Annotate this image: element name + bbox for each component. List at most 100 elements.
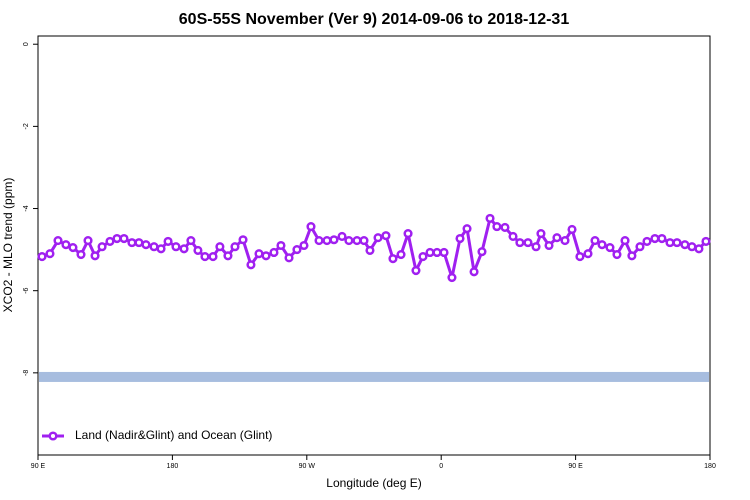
chart-title: 60S-55S November (Ver 9) 2014-09-06 to 2… — [179, 11, 570, 28]
data-point — [500, 222, 510, 232]
data-point — [455, 233, 465, 244]
data-point — [701, 236, 711, 246]
y-tick-label: 0 — [23, 42, 30, 46]
data-point — [193, 245, 203, 255]
data-point — [276, 240, 286, 251]
data-point — [238, 235, 248, 245]
data-point — [179, 244, 189, 254]
data-point — [531, 242, 541, 252]
data-point — [687, 242, 697, 252]
data-point — [163, 236, 173, 246]
data-point — [694, 244, 704, 254]
data-point — [149, 242, 159, 252]
x-axis-label: Longitude (deg E) — [326, 476, 421, 490]
data-point — [314, 236, 324, 246]
y-tick-label: -6 — [23, 287, 30, 293]
data-point — [365, 245, 375, 255]
data-point — [359, 236, 369, 246]
data-point — [284, 253, 294, 263]
data-point — [620, 236, 630, 246]
data-point — [292, 245, 302, 255]
x-tick-label: 90 E — [31, 463, 46, 470]
data-point — [90, 251, 100, 261]
data-point — [76, 249, 86, 260]
data-point — [635, 242, 645, 252]
x-tick-label: 180 — [167, 463, 179, 470]
data-point — [208, 252, 218, 262]
data-point — [299, 240, 309, 251]
data-point — [396, 249, 406, 260]
data-point — [552, 233, 562, 243]
data-point — [306, 222, 316, 232]
data-point — [523, 238, 533, 248]
data-point — [583, 249, 593, 259]
data-point — [680, 240, 690, 250]
x-tick-label: 90 W — [299, 463, 316, 470]
y-tick-label: -2 — [23, 123, 30, 129]
data-point — [344, 236, 354, 246]
data-point — [477, 247, 487, 257]
data-point — [657, 233, 667, 244]
data-point — [567, 224, 577, 235]
data-point — [575, 252, 585, 262]
data-point — [447, 272, 457, 283]
data-point — [590, 236, 600, 246]
data-point — [462, 224, 472, 234]
data-point — [105, 236, 115, 246]
x-tick-label: 180 — [704, 463, 716, 470]
y-tick-label: -4 — [23, 205, 30, 211]
data-point — [411, 266, 421, 276]
y-axis-label: XCO2 - MLO trend (ppm) — [1, 178, 15, 313]
data-point — [83, 236, 93, 246]
data-point — [650, 233, 660, 244]
data-point — [432, 247, 442, 258]
data-point — [560, 236, 570, 246]
data-point — [418, 252, 428, 262]
data-point — [200, 252, 210, 262]
data-point — [373, 233, 383, 243]
data-point — [469, 267, 479, 277]
data-point — [544, 240, 554, 251]
data-point — [53, 236, 63, 246]
data-point — [230, 242, 240, 252]
data-point — [492, 222, 502, 232]
data-point — [485, 213, 495, 223]
data-point — [141, 240, 151, 250]
data-point — [665, 238, 675, 248]
data-point — [627, 251, 637, 261]
data-point — [127, 238, 137, 248]
data-point — [337, 231, 347, 242]
data-point — [381, 231, 391, 241]
data-point — [134, 238, 144, 248]
data-point — [329, 235, 339, 245]
data-point — [119, 233, 129, 244]
data-point — [186, 236, 196, 246]
y-tick-label: -8 — [23, 370, 30, 376]
data-point — [254, 249, 264, 259]
data-point — [642, 236, 652, 246]
data-point — [403, 229, 413, 239]
data-point — [515, 238, 525, 248]
data-point — [597, 240, 607, 250]
data-point — [439, 247, 449, 258]
data-point — [171, 242, 181, 252]
data-point — [45, 249, 55, 259]
data-point — [156, 244, 166, 254]
legend-label: Land (Nadir&Glint) and Ocean (Glint) — [75, 428, 272, 442]
data-point — [37, 252, 47, 262]
data-point — [269, 247, 279, 258]
data-point — [246, 260, 256, 270]
data-point — [112, 233, 122, 244]
data-point — [97, 242, 107, 252]
reference-band — [39, 371, 709, 382]
data-point — [223, 251, 233, 261]
data-point — [672, 238, 682, 248]
data-point — [61, 240, 71, 250]
data-point — [261, 251, 271, 261]
data-point — [612, 249, 622, 260]
plot-frame — [37, 35, 711, 456]
x-tick-label: 90 E — [568, 463, 583, 470]
legend-marker — [48, 431, 58, 441]
data-point — [605, 243, 615, 253]
